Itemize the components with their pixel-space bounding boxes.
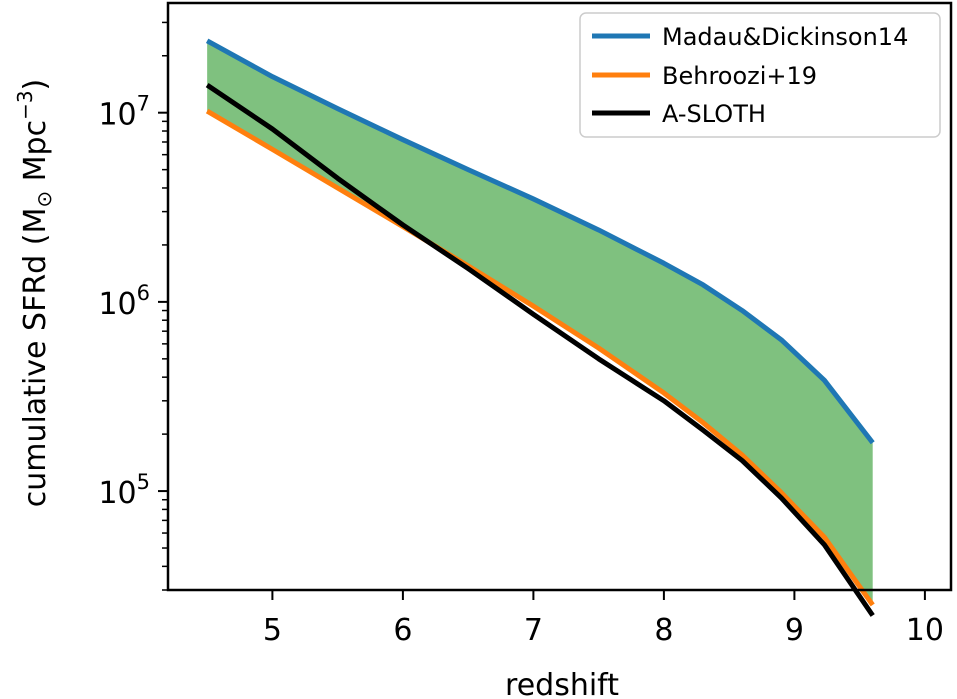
y-axis-label-sun: ⊙ [32,191,56,208]
series-lines [205,38,875,617]
legend-label-asloth: A-SLOTH [662,100,766,128]
y-axis-label-close: ) [18,79,53,91]
legend-label-madau: Madau&Dickinson14 [662,23,908,51]
y-axis-label-main: cumulative SFRd (M [18,208,53,508]
legend-box [579,12,941,138]
y-axis-label-unit: Mpc [18,120,53,191]
x-tick-labels: 5 6 7 8 9 10 [263,613,944,648]
x-tick-label: 8 [654,613,673,648]
y-tick-label: 107 [98,92,150,133]
legend: Madau&Dickinson14 Behroozi+19 A-SLOTH [579,12,941,138]
series-line-2 [205,82,875,617]
y-tick-labels: 105 106 107 [98,92,150,511]
x-axis-label: redshift [505,668,619,699]
plot-frame [166,1,953,592]
x-tick-label: 10 [906,613,944,648]
x-tick-label: 6 [393,613,412,648]
series-line-0 [205,38,875,445]
axis-ticks [158,111,926,600]
y-axis-label: cumulative SFRd (M⊙ Mpc−3) [13,79,56,508]
fill-between-area [207,40,873,605]
y-axis-label-exp: −3 [13,90,37,119]
y-tick-label: 105 [98,470,150,511]
x-tick-label: 5 [263,613,282,648]
fill-between-polygon [207,40,873,605]
x-tick-label: 9 [785,613,804,648]
x-tick-label: 7 [524,613,543,648]
series-line-1 [205,108,875,607]
legend-label-behroozi: Behroozi+19 [662,62,817,90]
y-tick-label: 106 [98,281,150,322]
